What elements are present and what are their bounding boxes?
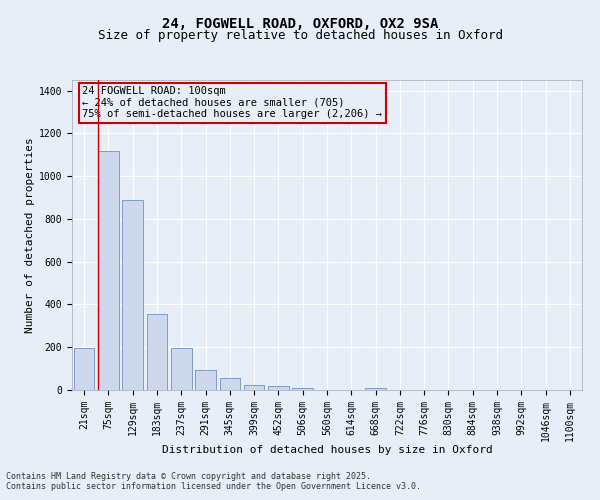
Bar xyxy=(365,388,386,390)
Bar xyxy=(292,388,313,390)
Text: 24 FOGWELL ROAD: 100sqm
← 24% of detached houses are smaller (705)
75% of semi-d: 24 FOGWELL ROAD: 100sqm ← 24% of detache… xyxy=(82,86,382,120)
Bar xyxy=(195,370,216,390)
Text: Contains public sector information licensed under the Open Government Licence v3: Contains public sector information licen… xyxy=(6,482,421,491)
Bar xyxy=(220,378,240,390)
Bar xyxy=(244,386,265,390)
Bar xyxy=(171,348,191,390)
Text: 24, FOGWELL ROAD, OXFORD, OX2 9SA: 24, FOGWELL ROAD, OXFORD, OX2 9SA xyxy=(162,18,438,32)
Bar xyxy=(122,200,143,390)
Bar xyxy=(268,386,289,390)
Bar xyxy=(74,348,94,390)
Bar xyxy=(146,314,167,390)
Text: Contains HM Land Registry data © Crown copyright and database right 2025.: Contains HM Land Registry data © Crown c… xyxy=(6,472,371,481)
Text: Size of property relative to detached houses in Oxford: Size of property relative to detached ho… xyxy=(97,29,503,42)
Bar xyxy=(98,150,119,390)
Y-axis label: Number of detached properties: Number of detached properties xyxy=(25,137,35,333)
X-axis label: Distribution of detached houses by size in Oxford: Distribution of detached houses by size … xyxy=(161,445,493,455)
